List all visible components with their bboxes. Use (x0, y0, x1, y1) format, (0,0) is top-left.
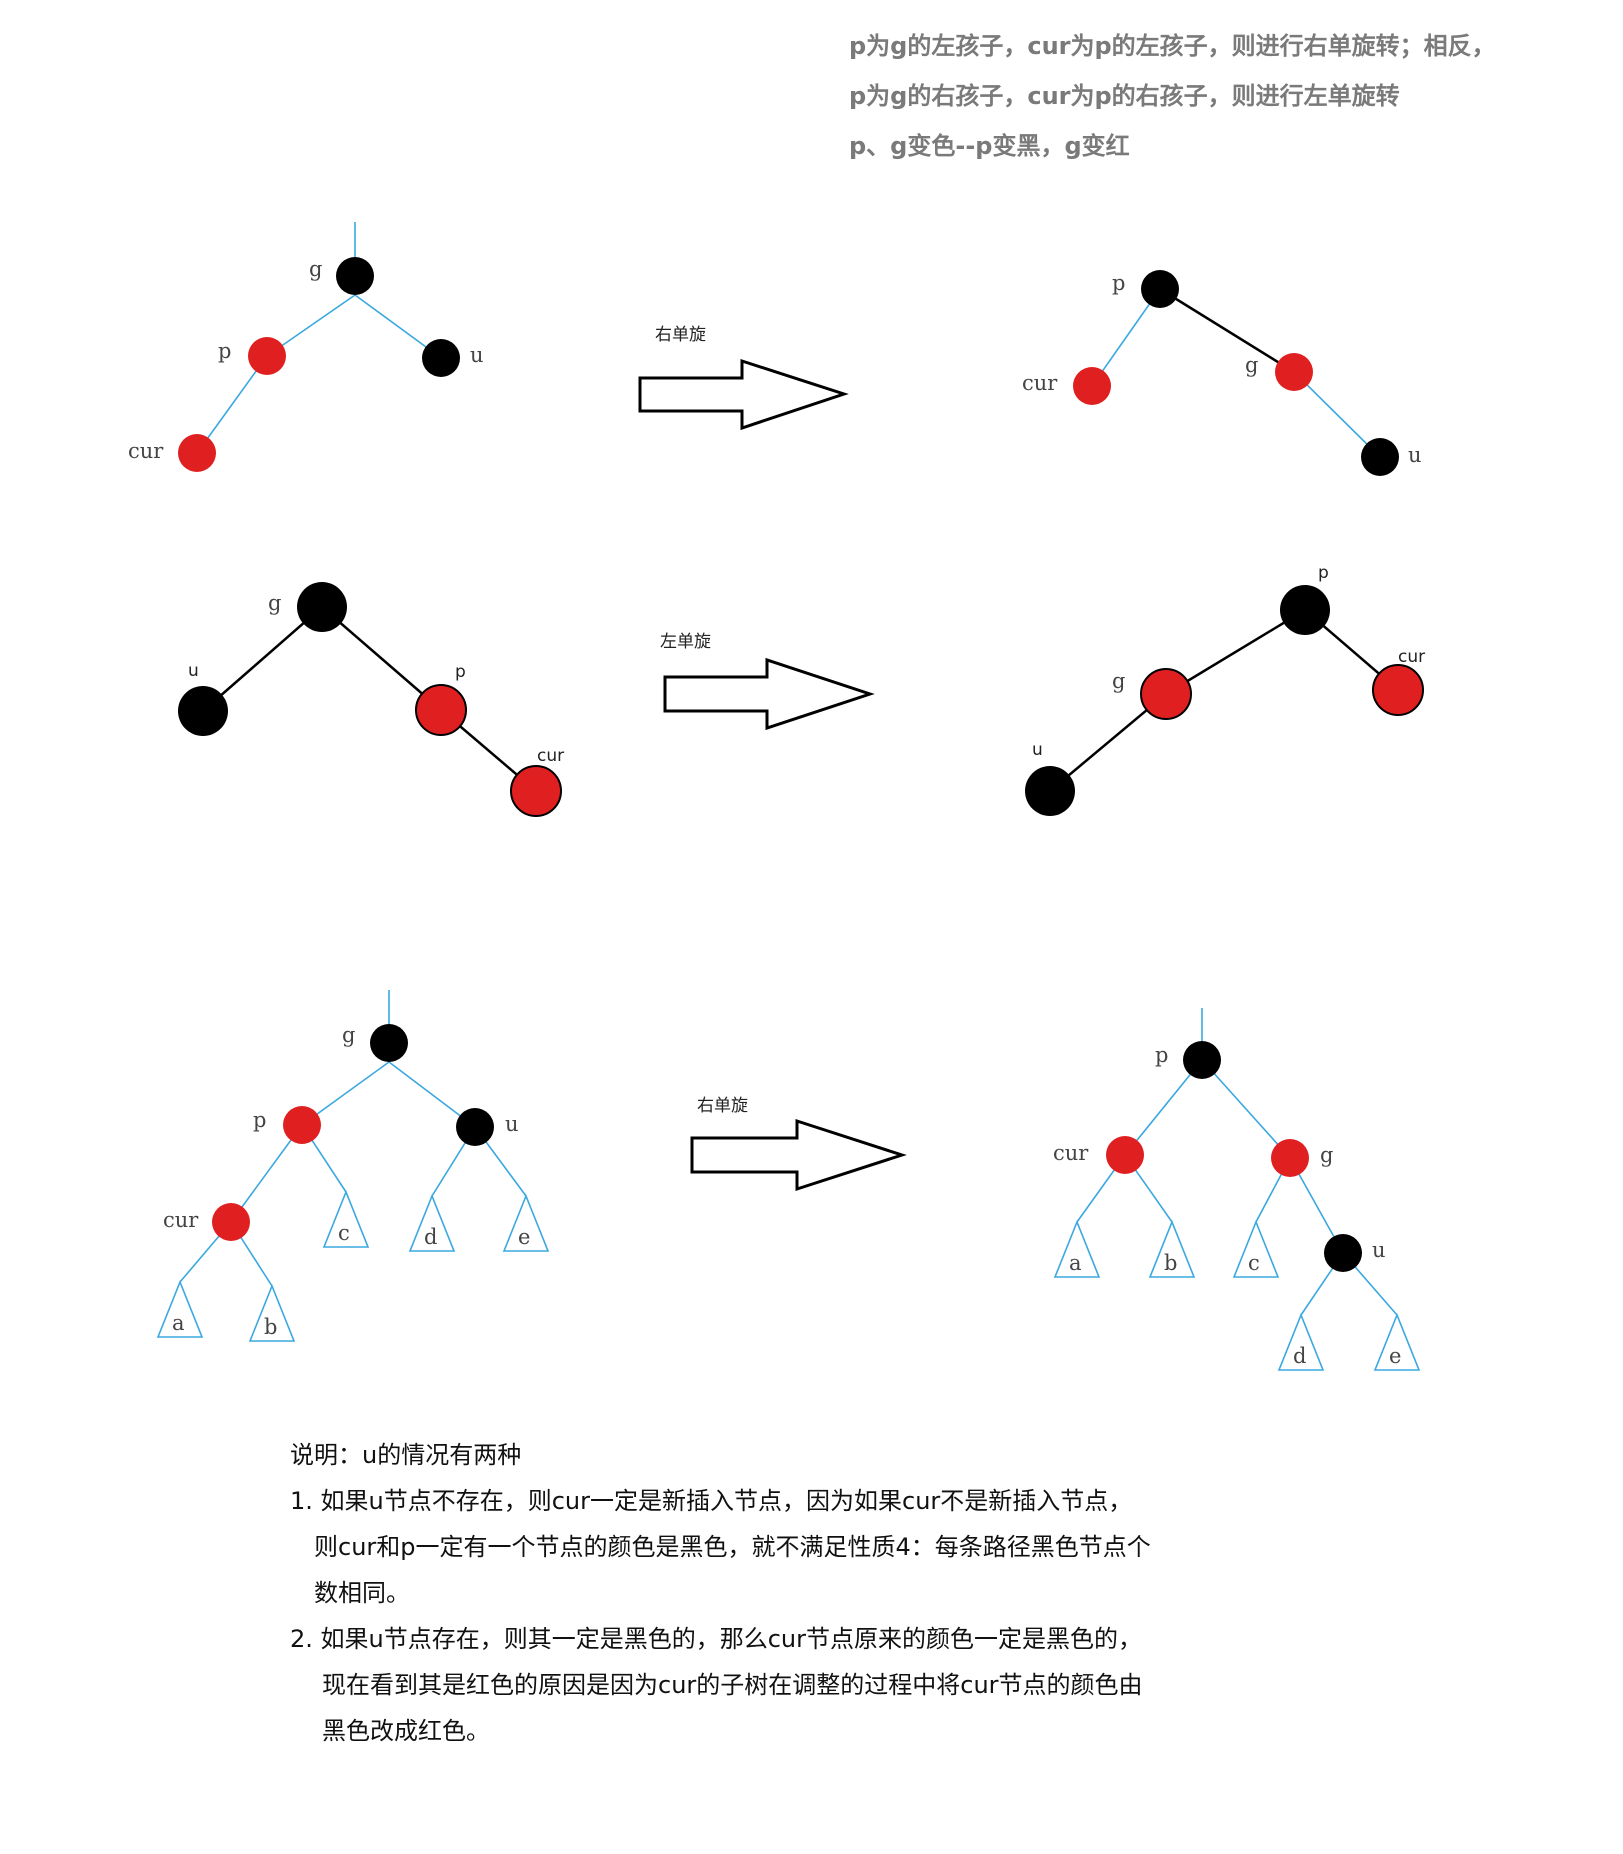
diagram3: g p u cur c d e a b 右单旋 p cur (156, 990, 1421, 1371)
edge (196, 355, 268, 454)
label-p: p (1112, 271, 1125, 295)
label-g: g (1320, 1143, 1333, 1167)
notes-item2-line3: 黑色改成红色。 (322, 1717, 490, 1745)
subtree-c (1232, 1219, 1280, 1278)
arrow-icon (663, 657, 875, 731)
node-g (370, 1024, 408, 1062)
subtree-b (248, 1283, 296, 1342)
node-cur (510, 765, 562, 817)
label-cur: cur (1398, 647, 1425, 667)
node-p (1141, 270, 1179, 308)
node-u (1324, 1234, 1362, 1272)
label-cur: cur (128, 439, 164, 463)
label-u: u (1408, 443, 1422, 467)
label-u: u (1372, 1238, 1386, 1262)
subtree-a (156, 1279, 204, 1338)
label-g: g (309, 257, 322, 281)
label-p: p (1155, 1043, 1168, 1067)
node-cur (1073, 367, 1111, 405)
edge (321, 606, 442, 711)
label-g: g (268, 591, 281, 615)
label-p: p (218, 339, 231, 363)
arrow-icon (638, 358, 849, 431)
label-u: u (1032, 740, 1043, 760)
node-u (178, 686, 228, 736)
node-cur (178, 434, 216, 472)
arrow-label: 右单旋 (655, 325, 706, 345)
label-cur: cur (537, 746, 564, 766)
node-cur (212, 1203, 250, 1241)
edge (1165, 608, 1306, 696)
label-d: d (424, 1225, 437, 1249)
arrow-label: 右单旋 (697, 1096, 748, 1116)
node-u (1361, 438, 1399, 476)
node-cur (1106, 1136, 1144, 1174)
label-p: p (253, 1108, 266, 1132)
node-p (283, 1106, 321, 1144)
node-g (336, 257, 374, 295)
label-cur: cur (1053, 1141, 1089, 1165)
notes-item1-line3: 数相同。 (314, 1579, 410, 1607)
label-c: c (1248, 1251, 1260, 1275)
label-d: d (1293, 1344, 1306, 1368)
subtree-b (1148, 1219, 1196, 1278)
label-e: e (518, 1225, 530, 1249)
diagram1: g p u cur 右单旋 p cur g u (128, 222, 1422, 476)
node-cur (1372, 664, 1424, 716)
node-p (1183, 1041, 1221, 1079)
label-u: u (470, 343, 484, 367)
label-g: g (1245, 353, 1258, 377)
edge (1201, 1059, 1291, 1159)
header-line-2: p为g的右孩子，cur为p的右孩子，则进行左单旋转 (849, 82, 1400, 110)
subtree-a (1053, 1219, 1101, 1278)
edge (1293, 371, 1381, 458)
header-line-1: p为g的左孩子，cur为p的左孩子，则进行右单旋转；相反， (849, 32, 1496, 60)
node-u (422, 339, 460, 377)
label-u: u (188, 661, 199, 681)
node-g (1275, 353, 1313, 391)
edge (202, 606, 323, 712)
label-cur: cur (1022, 371, 1058, 395)
subtree-e (502, 1193, 550, 1252)
label-b: b (264, 1315, 277, 1339)
label-p: p (1318, 563, 1329, 583)
node-u (1025, 766, 1075, 816)
label-g: g (342, 1023, 355, 1047)
edge (1124, 1059, 1203, 1156)
edge (1159, 287, 1295, 374)
arrow-icon (690, 1118, 907, 1192)
node-p (415, 684, 467, 736)
edge (1091, 288, 1161, 387)
subtree-d (1277, 1312, 1325, 1371)
label-u: u (505, 1112, 519, 1136)
node-g (1140, 668, 1192, 720)
arrow-label: 左单旋 (660, 632, 711, 652)
header-line-3: p、g变色--p变黑，g变红 (849, 132, 1130, 160)
notes-item2-line1: 2. 如果u节点存在，则其一定是黑色的，那么cur节点原来的颜色一定是黑色的， (290, 1625, 1143, 1653)
node-g (1271, 1139, 1309, 1177)
notes-item2-line2: 现在看到其是红色的原因是因为cur的子树在调整的过程中将cur节点的颜色由 (322, 1671, 1143, 1699)
label-a: a (1069, 1251, 1082, 1275)
notes-item1-line2: 则cur和p一定有一个节点的颜色是黑色，就不满足性质4：每条路径黑色节点个 (314, 1533, 1151, 1561)
label-a: a (172, 1311, 185, 1335)
notes-item1-line1: 1. 如果u节点不存在，则cur一定是新插入节点，因为如果cur不是新插入节点， (290, 1487, 1133, 1515)
label-g: g (1112, 669, 1125, 693)
subtree-c (322, 1189, 370, 1248)
node-p (248, 337, 286, 375)
node-g (297, 582, 347, 632)
edge (230, 1124, 303, 1223)
label-p: p (455, 662, 466, 682)
subtree-e (1373, 1312, 1421, 1371)
label-c: c (338, 1221, 350, 1245)
notes-title: 说明：u的情况有两种 (290, 1441, 522, 1469)
label-cur: cur (163, 1208, 199, 1232)
node-p (1280, 585, 1330, 635)
label-b: b (1164, 1251, 1177, 1275)
node-u (456, 1108, 494, 1146)
subtree-d (408, 1193, 456, 1252)
diagram2: g u p cur 左单旋 p g cur u (178, 563, 1425, 817)
label-e: e (1389, 1344, 1401, 1368)
